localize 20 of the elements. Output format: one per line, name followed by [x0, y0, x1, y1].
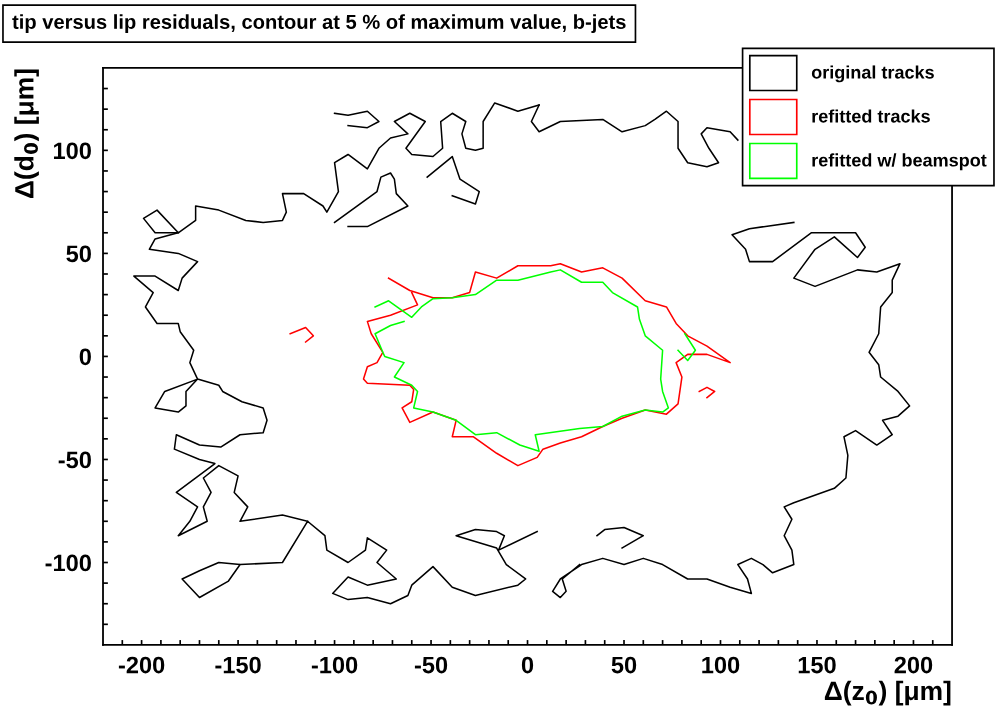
chart-title: tip versus lip residuals, contour at 5 % of maximum value, b-jets: [12, 14, 626, 33]
x-tick-label: 200: [894, 656, 933, 674]
y-tick-label: -50: [58, 451, 91, 469]
x-tick-label: -100: [311, 656, 358, 674]
legend-label: original tracks: [811, 65, 934, 83]
legend-label: refitted tracks: [812, 109, 930, 123]
y-axis-title: Δ(d$_{0}$) [μm]: [14, 69, 39, 199]
y-tick-label: 50: [66, 245, 91, 263]
y-tick-label: 0: [79, 348, 91, 366]
y-tick-label: -100: [45, 554, 91, 572]
x-tick-label: 100: [702, 656, 740, 674]
x-tick-label: -50: [414, 656, 448, 674]
y-tick-label: 100: [53, 142, 91, 160]
x-tick-label: 150: [798, 656, 836, 674]
x-tick-label: -150: [215, 656, 261, 674]
x-tick-label: -200: [118, 656, 165, 674]
x-axis-title: Δ(z$_{0}$) [μm]: [824, 680, 951, 706]
legend-label: refitted w/ beamspot: [812, 153, 987, 171]
x-tick-label: 0: [521, 656, 534, 674]
x-tick-label: 50: [611, 656, 637, 674]
